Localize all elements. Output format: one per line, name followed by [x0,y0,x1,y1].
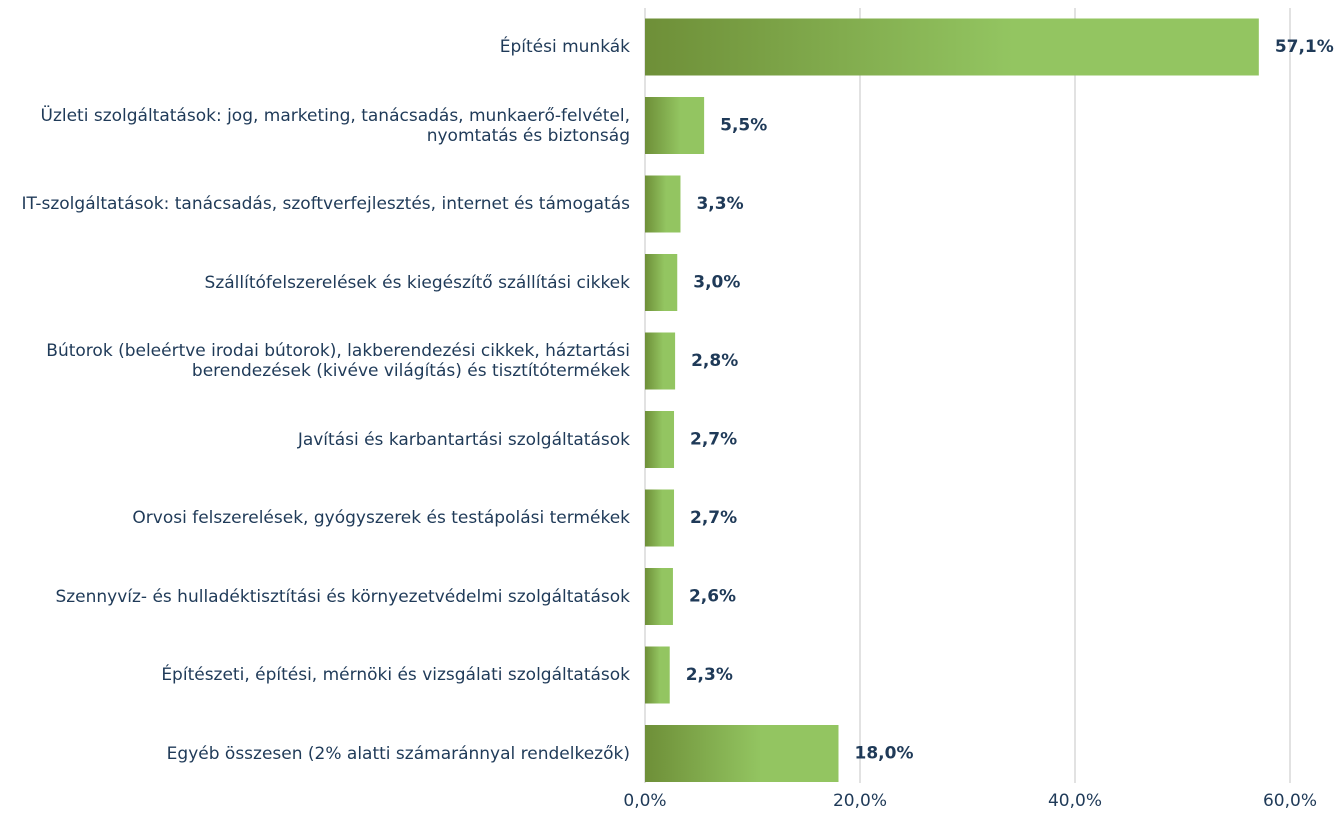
value-label: 3,0% [693,273,740,293]
category-label-box: Orvosi felszerelések, gyógyszerek és tes… [0,479,630,557]
category-label-box: Üzleti szolgáltatások: jog, marketing, t… [0,87,631,165]
category-label-box: Bútorok (beleértve irodai bútorok), lakb… [0,322,630,400]
category-label-box: Javítási és karbantartási szolgáltatások [0,401,630,479]
y-tick-label: Egyéb összesen (2% alatti számaránnyal r… [166,743,630,764]
category-label-box: IT-szolgáltatások: tanácsadás, szoftverf… [0,165,630,243]
category-label-box: Szennyvíz- és hulladéktisztítási és körn… [0,558,630,636]
category-label-box: Építési munkák [0,8,630,86]
bar [645,175,681,233]
y-tick-label: Bútorok (beleértve irodai bútorok), lakb… [46,341,630,381]
y-tick-label: Javítási és karbantartási szolgáltatások [297,429,630,450]
y-tick-label: Üzleti szolgáltatások: jog, marketing, t… [40,105,631,146]
bar [645,411,675,468]
value-label: 2,7% [690,430,737,450]
y-tick-label: Építési munkák [499,37,630,57]
category-label-box: Építészeti, építési, mérnöki és vizsgála… [0,636,630,714]
value-label: 5,5% [720,116,767,136]
y-tick-label: Orvosi felszerelések, gyógyszerek és tes… [132,508,630,528]
bar [645,254,678,311]
value-label: 2,8% [691,351,738,371]
y-tick-label: Szennyvíz- és hulladéktisztítási és körn… [55,586,630,607]
x-tick-label: 40,0% [1048,791,1102,811]
y-tick-label: IT-szolgáltatások: tanácsadás, szoftverf… [21,194,630,214]
y-tick-label: Szállítófelszerelések és kiegészítő szál… [204,272,630,293]
x-tick-label: 0,0% [623,791,666,811]
value-label: 2,3% [686,665,733,685]
bar [645,568,673,625]
bar [645,97,705,154]
value-label: 18,0% [855,744,914,764]
value-label: 2,6% [689,587,736,607]
value-label: 2,7% [690,508,737,528]
x-tick-label: 60,0% [1263,791,1317,811]
bar [645,18,1259,76]
category-label-box: Egyéb összesen (2% alatti számaránnyal r… [0,715,630,793]
bar [645,332,676,390]
bar [645,725,839,782]
category-label-box: Szállítófelszerelések és kiegészítő szál… [0,244,630,322]
bar [645,489,675,547]
value-label: 3,3% [696,194,743,214]
y-tick-label: Építészeti, építési, mérnöki és vizsgála… [161,665,630,685]
value-label: 57,1% [1275,37,1334,57]
bar [645,646,670,704]
x-tick-label: 20,0% [833,791,887,811]
